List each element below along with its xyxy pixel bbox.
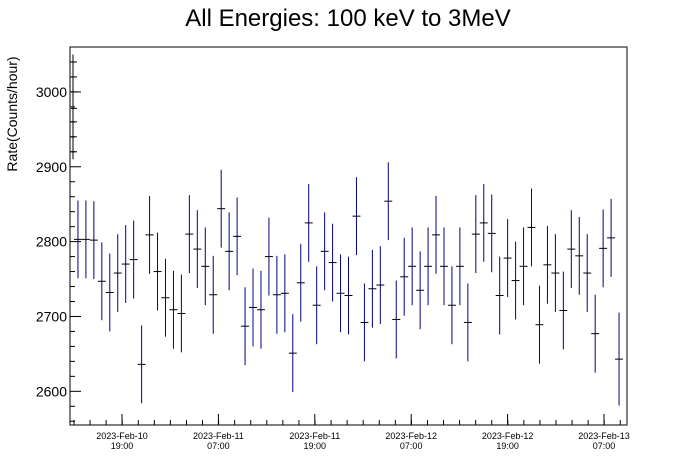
data-point bbox=[599, 209, 608, 288]
data-point bbox=[567, 210, 576, 289]
data-point bbox=[89, 201, 98, 280]
data-point bbox=[256, 270, 265, 349]
y-axis: 2600 2700 2800 2900 3000 bbox=[36, 46, 81, 422]
data-point bbox=[241, 287, 250, 366]
data-point bbox=[153, 232, 162, 311]
chart-title: All Energies: 100 keV to 3MeV bbox=[185, 5, 511, 32]
y-tick-label: 2900 bbox=[36, 159, 67, 175]
y-axis-label: Rate(Counts/hour) bbox=[4, 56, 20, 171]
data-point bbox=[121, 225, 130, 303]
data-point bbox=[511, 241, 520, 320]
data-point bbox=[432, 195, 441, 274]
data-point bbox=[264, 217, 273, 296]
data-point bbox=[479, 183, 488, 262]
data-point bbox=[137, 325, 146, 404]
data-point bbox=[392, 280, 401, 359]
data-point bbox=[209, 255, 218, 334]
data-point bbox=[471, 195, 480, 274]
data-point bbox=[535, 285, 544, 364]
data-point bbox=[487, 194, 496, 273]
data-point bbox=[352, 177, 361, 256]
x-tick-date-label: 2023-Feb-11 bbox=[289, 431, 340, 441]
data-point bbox=[376, 246, 385, 324]
data-point bbox=[169, 270, 178, 349]
data-point bbox=[503, 219, 512, 298]
y-tick-label: 2600 bbox=[36, 383, 67, 399]
data-point bbox=[113, 234, 122, 312]
data-point bbox=[615, 312, 624, 406]
data-point bbox=[527, 188, 536, 267]
data-point bbox=[360, 283, 369, 362]
data-point bbox=[328, 223, 337, 302]
data-point bbox=[368, 249, 377, 328]
x-tick-time-label: 07:00 bbox=[593, 441, 616, 451]
data-point bbox=[320, 212, 329, 291]
y-tick-label: 3000 bbox=[36, 84, 67, 100]
x-tick-time-label: 19:00 bbox=[111, 441, 134, 451]
data-point bbox=[607, 198, 616, 277]
data-point bbox=[519, 227, 528, 306]
data-point bbox=[440, 227, 448, 306]
data-point bbox=[225, 212, 234, 291]
x-tick-date-label: 2023-Feb-12 bbox=[482, 431, 534, 441]
data-point bbox=[161, 258, 170, 337]
y-tick-label: 2700 bbox=[36, 308, 67, 324]
x-tick-time-label: 19:00 bbox=[304, 441, 327, 451]
x-tick-time-label: 19:00 bbox=[496, 441, 519, 451]
data-point bbox=[296, 243, 305, 322]
data-point bbox=[408, 227, 417, 306]
data-points bbox=[71, 54, 624, 406]
data-point bbox=[288, 314, 297, 393]
data-point bbox=[97, 242, 106, 321]
data-point bbox=[591, 294, 600, 373]
data-point bbox=[463, 283, 472, 362]
data-point bbox=[384, 162, 393, 241]
data-point bbox=[559, 271, 568, 350]
data-point bbox=[495, 256, 504, 335]
data-point bbox=[280, 254, 289, 333]
data-point bbox=[217, 169, 226, 248]
x-tick-date-label: 2023-Feb-13 bbox=[578, 431, 630, 441]
data-point bbox=[105, 253, 114, 332]
data-point bbox=[424, 227, 433, 306]
x-tick-date-label: 2023-Feb-10 bbox=[96, 431, 148, 441]
data-point bbox=[336, 254, 345, 333]
data-point bbox=[304, 183, 313, 262]
data-point bbox=[583, 234, 592, 312]
x-tick-date-label: 2023-Feb-11 bbox=[193, 431, 244, 441]
data-point bbox=[233, 197, 242, 276]
data-point bbox=[193, 210, 202, 289]
x-tick-time-label: 07:00 bbox=[400, 441, 423, 451]
data-point bbox=[400, 237, 409, 316]
data-point bbox=[551, 234, 560, 312]
data-point bbox=[201, 227, 210, 306]
data-point bbox=[177, 274, 186, 353]
data-point bbox=[344, 256, 353, 335]
data-point bbox=[416, 251, 425, 330]
data-point bbox=[312, 266, 321, 345]
y-tick-label: 2800 bbox=[36, 234, 67, 250]
plot-frame bbox=[69, 46, 628, 426]
data-point bbox=[145, 195, 154, 274]
data-point bbox=[185, 195, 194, 274]
data-point bbox=[272, 255, 281, 334]
data-point bbox=[543, 225, 552, 304]
x-tick-date-label: 2023-Feb-12 bbox=[385, 431, 437, 441]
x-axis: 2023-Feb-1019:002023-Feb-1107:002023-Feb… bbox=[73, 414, 630, 451]
x-tick-time-label: 07:00 bbox=[207, 441, 230, 451]
data-point bbox=[249, 268, 257, 347]
data-point bbox=[73, 200, 82, 279]
data-point bbox=[455, 227, 464, 306]
data-point bbox=[81, 200, 90, 279]
data-point bbox=[575, 216, 584, 295]
data-point bbox=[129, 220, 138, 299]
data-point bbox=[447, 266, 456, 345]
